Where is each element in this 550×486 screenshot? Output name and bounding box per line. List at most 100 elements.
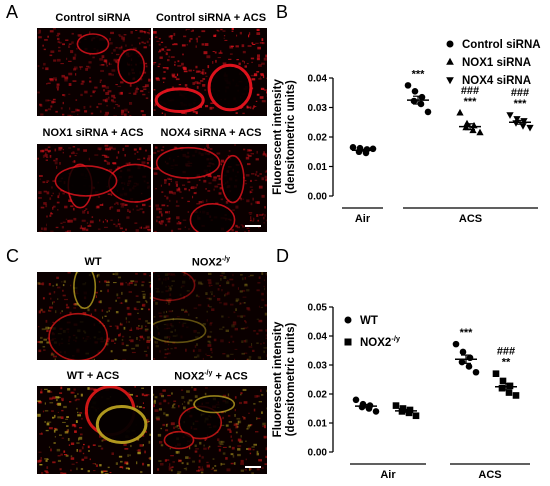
tissue-speck: [235, 300, 239, 303]
tissue-speck: [256, 318, 260, 320]
tissue-speck: [136, 301, 141, 303]
tissue-speck: [125, 467, 130, 470]
tissue-speck: [38, 451, 42, 453]
micrograph-nox1-sirna-acs: [37, 144, 151, 232]
tissue-speck: [95, 464, 98, 467]
tissue-speck: [202, 200, 204, 204]
data-point: [404, 82, 412, 89]
tissue-speck: [106, 219, 108, 223]
tissue-speck: [171, 229, 174, 232]
tissue-speck: [60, 416, 64, 419]
tissue-speck: [184, 226, 186, 228]
tissue-speck: [174, 347, 177, 349]
tissue-speck: [74, 430, 77, 433]
tissue-speck: [77, 414, 81, 417]
tissue-speck: [70, 205, 74, 208]
tissue-speck: [227, 414, 231, 417]
tissue-speck: [247, 447, 252, 451]
tissue-speck: [212, 51, 215, 52]
tissue-speck: [60, 386, 63, 390]
y-tick-label: 0.02: [308, 133, 328, 144]
tissue-speck: [49, 54, 53, 57]
tissue-speck: [121, 36, 125, 40]
tissue-speck: [188, 228, 190, 230]
tissue-speck: [163, 81, 165, 83]
tissue-speck: [103, 89, 105, 92]
tissue-speck: [66, 425, 69, 427]
tissue-speck: [261, 272, 264, 275]
tissue-speck: [265, 155, 267, 158]
tissue-speck: [114, 325, 119, 327]
tissue-speck: [129, 84, 132, 87]
tissue-speck: [240, 274, 243, 276]
tissue-speck: [64, 454, 68, 456]
tissue-speck: [252, 220, 254, 222]
tissue-speck: [38, 231, 43, 232]
tissue-speck: [44, 148, 48, 152]
tissue-speck: [149, 292, 151, 296]
tissue-speck: [128, 392, 130, 395]
tissue-speck: [158, 51, 160, 53]
tissue-speck: [164, 181, 167, 184]
tissue-speck: [259, 42, 264, 44]
tissue-speck: [124, 448, 129, 450]
tissue-speck: [40, 206, 45, 209]
tissue-speck: [98, 280, 101, 283]
tissue-speck: [129, 329, 133, 331]
tissue-speck: [109, 472, 112, 474]
tissue-speck: [135, 272, 138, 275]
tissue-speck: [89, 105, 92, 108]
tissue-speck: [55, 158, 58, 161]
tissue-speck: [131, 351, 136, 354]
tissue-speck: [71, 152, 75, 155]
tissue-speck: [154, 94, 156, 97]
tissue-speck: [70, 469, 72, 472]
tissue-speck: [144, 300, 147, 302]
data-point: [498, 384, 506, 392]
tissue-speck: [256, 57, 260, 61]
tissue-speck: [164, 50, 166, 52]
tissue-speck: [205, 188, 207, 190]
tissue-speck: [50, 230, 54, 232]
tissue-speck: [240, 107, 242, 109]
tissue-speck: [62, 399, 64, 402]
tissue-speck: [46, 215, 48, 218]
tissue-speck: [168, 190, 173, 194]
tissue-speck: [48, 310, 52, 312]
tissue-speck: [193, 388, 197, 391]
tissue-speck: [266, 389, 267, 393]
legend-label: NOX2-/y: [360, 334, 401, 349]
tissue-speck: [254, 395, 258, 398]
tissue-speck: [161, 213, 163, 217]
tissue-speck: [133, 307, 137, 310]
tissue-speck: [120, 92, 123, 95]
tissue-speck: [246, 289, 250, 292]
tissue-speck: [243, 417, 246, 420]
tissue-speck: [105, 61, 108, 65]
tissue-speck: [57, 402, 62, 406]
tissue-speck: [259, 357, 262, 360]
tissue-speck: [108, 148, 112, 151]
tissue-speck: [237, 453, 241, 457]
tissue-speck: [237, 420, 242, 424]
tissue-speck: [76, 407, 78, 410]
tissue-speck: [213, 188, 215, 191]
tissue-speck: [160, 444, 164, 447]
tissue-speck: [56, 448, 61, 452]
tissue-speck: [252, 107, 254, 110]
tissue-speck: [153, 358, 156, 360]
tissue-speck: [52, 205, 56, 208]
tissue-speck: [116, 293, 119, 297]
tissue-speck: [70, 455, 73, 457]
tissue-speck: [53, 429, 56, 433]
micrograph-label: Control siRNA + ACS: [155, 12, 267, 24]
tissue-speck: [142, 93, 146, 96]
tissue-speck: [54, 427, 57, 430]
tissue-speck: [249, 219, 252, 222]
tissue-speck: [240, 469, 244, 472]
tissue-speck: [58, 148, 62, 151]
tissue-speck: [196, 40, 198, 43]
tissue-speck: [93, 470, 96, 472]
tissue-speck: [161, 112, 164, 114]
tissue-speck: [87, 66, 91, 69]
